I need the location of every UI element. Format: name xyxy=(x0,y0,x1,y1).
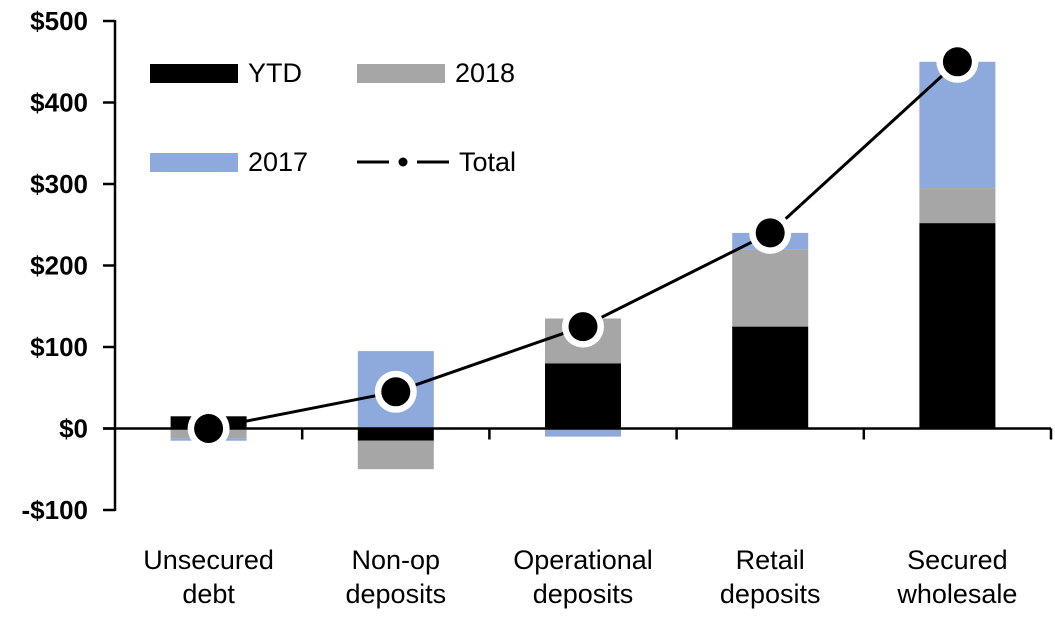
x-category-label-0-line-0: Unsecured xyxy=(143,545,274,575)
total-marker-4 xyxy=(942,47,972,77)
bar-segment-2017-4 xyxy=(919,61,996,189)
y-tick-label: $500 xyxy=(30,6,88,36)
y-tick-label: $100 xyxy=(30,332,88,362)
total-marker-0 xyxy=(194,414,224,443)
legend-item-2017: 2017 xyxy=(150,148,308,176)
total-marker-2 xyxy=(568,312,598,342)
x-category-label-0-line-1: debt xyxy=(182,579,235,609)
x-category-label-4-line-0: Secured xyxy=(907,545,1008,575)
bar-segment-2018-4 xyxy=(919,188,996,224)
total-marker-1 xyxy=(381,377,411,407)
y-tick-label: $200 xyxy=(30,251,88,281)
x-category-label-1-line-0: Non-op xyxy=(352,545,441,575)
y-tick-label: $400 xyxy=(30,88,88,118)
y-tick-label: -$100 xyxy=(22,495,89,525)
bar-segment-2018-3 xyxy=(732,249,809,327)
x-category-label-2-line-1: deposits xyxy=(533,579,634,609)
x-category-label-4-line-1: wholesale xyxy=(896,579,1017,609)
legend-label-ytd: YTD xyxy=(248,58,302,88)
legend-label-2018: 2018 xyxy=(455,58,516,88)
bar-segment-2017-2 xyxy=(545,428,621,437)
x-category-label-1-line-1: deposits xyxy=(346,579,447,609)
year-2018-swatch-icon xyxy=(357,63,445,83)
legend-label-2017: 2017 xyxy=(248,147,309,177)
year-2017-swatch-icon xyxy=(150,152,238,172)
legend-item-ytd: YTD xyxy=(150,59,302,87)
y-tick-label: $0 xyxy=(59,414,88,444)
bar-segment-YTD-3 xyxy=(732,326,809,429)
x-category-label-3-line-1: deposits xyxy=(720,579,821,609)
ytd-swatch-icon xyxy=(150,63,238,83)
total-marker-3 xyxy=(755,218,785,248)
total-line-sample-icon xyxy=(357,157,449,167)
bar-segment-YTD-2 xyxy=(545,363,621,429)
legend-item-total: Total xyxy=(357,148,516,176)
bar-segment-YTD-4 xyxy=(919,223,996,429)
legend-label-total: Total xyxy=(459,147,517,177)
bar-segment-YTD-1 xyxy=(357,428,434,441)
bar-segment-2018-1 xyxy=(357,440,434,470)
y-tick-label: $300 xyxy=(30,169,88,199)
legend-item-2018: 2018 xyxy=(357,59,515,87)
x-category-label-2-line-0: Operational xyxy=(513,545,653,575)
x-category-label-3-line-0: Retail xyxy=(736,545,805,575)
